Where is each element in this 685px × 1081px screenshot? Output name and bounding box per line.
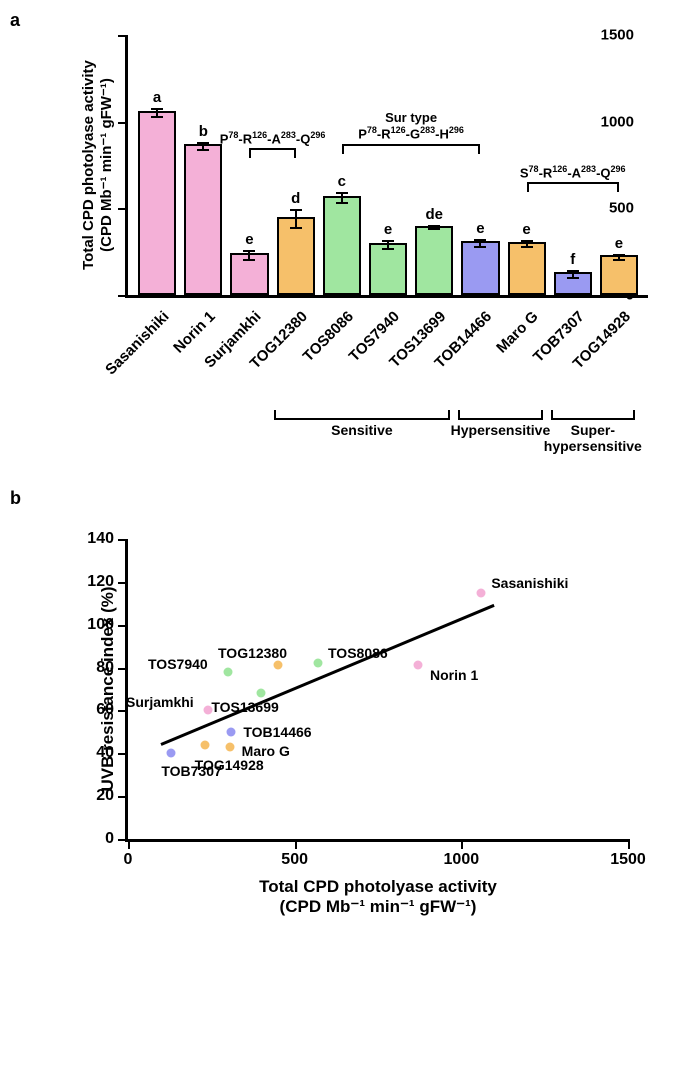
annotation-text: S78-R126-A283-Q296: [520, 164, 626, 180]
error-bar: [618, 254, 620, 261]
significance-letter: a: [153, 89, 161, 106]
y-axis-title-a: Total CPD photolyase activity (CPD Mb⁻¹ …: [80, 60, 116, 270]
error-bar: [387, 240, 389, 250]
bar: de: [415, 226, 453, 295]
point-label: TOG14928: [195, 757, 264, 773]
annotation-bracket: [342, 144, 481, 154]
point-label: TOB14466: [243, 724, 311, 740]
group-label: Super-hypersensitive: [544, 422, 642, 454]
annotation-text: P78-R126-A283-Q296: [220, 130, 326, 146]
y-tick-label: 20: [96, 787, 128, 805]
x-tick-label: 0: [124, 839, 133, 869]
point-label: TOS8086: [328, 645, 388, 661]
bar: f: [554, 272, 592, 295]
point-label: TOS7940: [148, 656, 208, 672]
point-label: Norin 1: [430, 667, 478, 683]
panel-b-label: b: [10, 488, 675, 509]
significance-letter: e: [522, 221, 530, 238]
bar: e: [461, 241, 499, 295]
plot-area-b: UVB resistance index (%) Total CPD photo…: [125, 539, 628, 842]
annotation-bracket: [527, 182, 619, 192]
bar: d: [277, 217, 315, 295]
scatter-chart: UVB resistance index (%) Total CPD photo…: [65, 539, 675, 842]
significance-letter: d: [291, 190, 300, 207]
y-tick-label: 100: [87, 616, 128, 634]
y-tick-label: 60: [96, 701, 128, 719]
significance-letter: f: [570, 251, 575, 268]
error-bar: [248, 250, 250, 260]
bar-chart: Total CPD photolyase activity (CPD Mb⁻¹ …: [65, 35, 675, 468]
bar-TOS13699: de: [415, 226, 453, 295]
bar-TOG14928: e: [600, 255, 638, 295]
y-tick: [118, 208, 128, 210]
scatter-point: [224, 667, 233, 676]
bar-Maro G: e: [508, 242, 546, 295]
scatter-point: [477, 588, 486, 597]
bar-TOS8086: c: [323, 196, 361, 295]
point-label: TOG12380: [218, 645, 287, 661]
scatter-point: [314, 659, 323, 668]
error-bar: [479, 239, 481, 248]
annotation-bracket: [249, 148, 295, 158]
y-tick: [118, 35, 128, 37]
error-bar: [202, 142, 204, 151]
error-bar: [526, 240, 528, 249]
scatter-point: [274, 661, 283, 670]
significance-letter: de: [425, 206, 443, 223]
x-tick-label: 1000: [444, 839, 480, 869]
x-category-label: Sasanishiki: [102, 308, 172, 378]
bar: b: [184, 144, 222, 295]
bar-Surjamkhi: e: [230, 253, 268, 295]
bar: e: [230, 253, 268, 295]
significance-letter: c: [338, 173, 346, 190]
scatter-point: [414, 661, 423, 670]
significance-letter: e: [615, 235, 623, 252]
bar: a: [138, 111, 176, 295]
error-bar: [572, 270, 574, 279]
x-tick-label: 500: [281, 839, 308, 869]
bar-TOB7307: f: [554, 272, 592, 295]
bar-Sasanishiki: a: [138, 111, 176, 295]
bar: e: [600, 255, 638, 295]
error-bar: [433, 225, 435, 230]
bar-Norin 1: b: [184, 144, 222, 295]
y-tick: [118, 122, 128, 124]
point-label: Sasanishiki: [491, 575, 568, 591]
error-bar: [295, 209, 297, 230]
bar: e: [369, 243, 407, 295]
y-tick-label: 120: [87, 573, 128, 591]
panel-a-label: a: [10, 10, 675, 31]
error-bar: [156, 108, 158, 118]
bar: e: [508, 242, 546, 295]
group-label: Sensitive: [331, 422, 392, 438]
scatter-point: [257, 689, 266, 698]
point-label: Surjamkhi: [126, 694, 194, 710]
x-tick-label: 1500: [610, 839, 646, 869]
significance-letter: e: [245, 231, 253, 248]
point-label: TOS13699: [211, 699, 278, 715]
significance-letter: e: [384, 221, 392, 238]
bar-TOS7940: e: [369, 243, 407, 295]
scatter-point: [167, 749, 176, 758]
scatter-point: [225, 742, 234, 751]
y-tick-label: 80: [96, 659, 128, 677]
y-tick-label: 140: [87, 530, 128, 548]
y-tick-label: 40: [96, 744, 128, 762]
significance-letter: e: [476, 220, 484, 237]
bar-TOB14466: e: [461, 241, 499, 295]
y-tick: [118, 295, 128, 297]
error-bar: [341, 192, 343, 204]
group-label: Hypersensitive: [451, 422, 551, 438]
significance-letter: b: [199, 123, 208, 140]
bar-TOG12380: d: [277, 217, 315, 295]
plot-area-a: Total CPD photolyase activity (CPD Mb⁻¹ …: [125, 35, 648, 298]
scatter-point: [200, 740, 209, 749]
annotation-text: Sur typeP78-R126-G283-H296: [358, 110, 464, 141]
x-axis-title-b: Total CPD photolyase activity (CPD Mb⁻¹ …: [259, 877, 497, 918]
bar: c: [323, 196, 361, 295]
scatter-point: [227, 727, 236, 736]
